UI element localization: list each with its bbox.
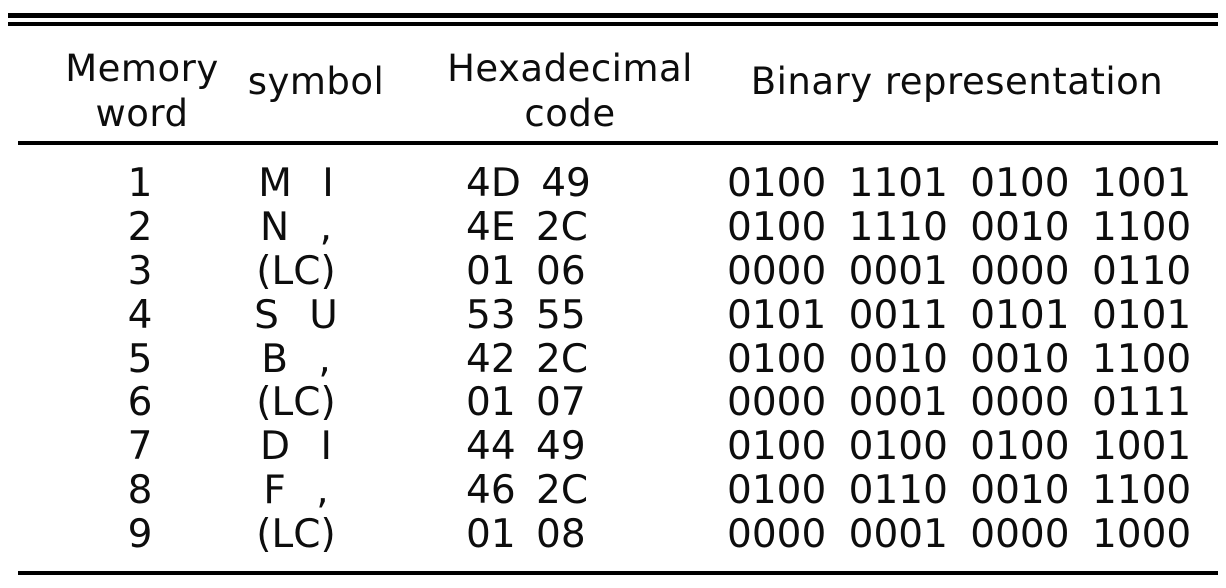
symbol-cell: B , [261, 336, 331, 382]
memory-word-cell: 2 [127, 205, 153, 251]
memory-word-cell: 8 [127, 467, 153, 513]
symbol-cell: (LC) [256, 380, 336, 426]
binary-representation-cell: 0000 0001 0000 0111 [727, 380, 1192, 426]
binary-representation-cell: 0100 1110 0010 1100 [727, 205, 1192, 251]
header-line: Binary representation [750, 60, 1164, 103]
symbol-cell: N , [260, 205, 332, 251]
symbol-cell: F , [263, 467, 329, 513]
memory-word-cell: 9 [127, 511, 153, 557]
table-row: 4 S U 53 55 0101 0011 0101 0101 [0, 292, 1226, 338]
binary-representation-cell: 0000 0001 0000 0110 [727, 249, 1192, 294]
table-top-rule-inner [8, 22, 1218, 26]
hexadecimal-code-cell: 4E 2C [466, 205, 588, 251]
table-row: 7 D I 44 49 0100 0100 0100 1001 [0, 424, 1226, 470]
table-row: 6 (LC) 01 07 0000 0001 0000 0111 [0, 380, 1226, 426]
header-line: Hexadecimal [447, 47, 693, 90]
hexadecimal-code-cell: 53 55 [466, 292, 586, 338]
symbol-cell: D I [260, 424, 332, 470]
table-top-rule-outer [8, 13, 1218, 18]
symbol-cell: (LC) [256, 249, 336, 294]
binary-representation-cell: 0000 0001 0000 1000 [727, 511, 1192, 557]
table-row: 5 B , 42 2C 0100 0010 0010 1100 [0, 336, 1226, 382]
memory-word-cell: 7 [127, 424, 153, 470]
hexadecimal-code-cell: 01 07 [466, 380, 586, 426]
table-row: 3 (LC) 01 06 0000 0001 0000 0110 [0, 249, 1226, 294]
binary-representation-cell: 0100 0110 0010 1100 [727, 467, 1192, 513]
hexadecimal-code-cell: 42 2C [466, 336, 589, 382]
header-line: word [95, 92, 189, 135]
header-line: code [524, 92, 616, 135]
memory-word-cell: 3 [127, 249, 153, 294]
header-line: Memory [65, 47, 219, 90]
column-header-hexadecimal-code: Hexadecimal code [447, 46, 693, 136]
table-row: 9 (LC) 01 08 0000 0001 0000 1000 [0, 511, 1226, 557]
column-header-binary-representation: Binary representation [722, 59, 1192, 104]
binary-representation-cell: 0101 0011 0101 0101 [727, 292, 1192, 338]
hexadecimal-code-cell: 01 06 [466, 249, 586, 294]
binary-representation-cell: 0100 1101 0100 1001 [727, 161, 1192, 207]
hexadecimal-code-cell: 44 49 [466, 424, 586, 470]
column-header-symbol: symbol [216, 59, 416, 104]
table-row: 8 F , 46 2C 0100 0110 0010 1100 [0, 467, 1226, 513]
memory-word-cell: 6 [127, 380, 153, 426]
binary-representation-cell: 0100 0010 0010 1100 [727, 336, 1192, 382]
symbol-cell: (LC) [256, 511, 336, 557]
table-bottom-rule [18, 571, 1218, 575]
memory-word-cell: 4 [127, 292, 153, 338]
symbol-cell: S U [254, 292, 338, 338]
symbol-cell: M I [258, 161, 334, 207]
memory-word-cell: 5 [127, 336, 153, 382]
table-body: 1 M I 4D 49 0100 1101 0100 1001 2 N , 4E 2C 010… [0, 161, 1226, 557]
table-header-separator-rule [18, 141, 1218, 145]
hexadecimal-code-cell: 01 08 [466, 511, 586, 557]
table-row: 2 N , 4E 2C 0100 1110 0010 1100 [0, 205, 1226, 251]
hexadecimal-code-cell: 4D 49 [466, 161, 591, 207]
hexadecimal-code-cell: 46 2C [466, 467, 589, 513]
table-row: 1 M I 4D 49 0100 1101 0100 1001 [0, 161, 1226, 207]
column-header-memory-word: Memory word [42, 46, 242, 136]
header-line: symbol [247, 60, 385, 103]
memory-word-cell: 1 [127, 161, 153, 207]
binary-representation-cell: 0100 0100 0100 1001 [727, 424, 1192, 470]
